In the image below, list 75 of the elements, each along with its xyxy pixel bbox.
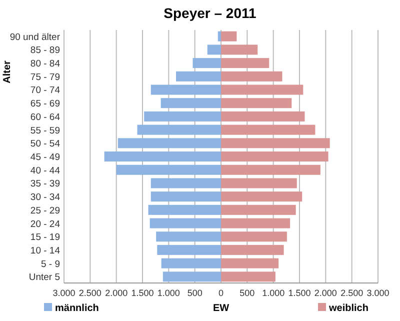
y-tick-label: 40 - 44	[30, 165, 60, 176]
y-tick-label: 70 - 74	[30, 85, 60, 96]
bar	[137, 124, 221, 135]
bar	[150, 192, 221, 202]
bar	[221, 192, 302, 202]
x-tick-label: 3.000	[52, 288, 76, 298]
x-tick-label: 2.500	[340, 288, 364, 298]
bar	[221, 232, 287, 242]
bar	[221, 151, 328, 162]
bar	[221, 84, 304, 95]
y-tick-label: 10 - 14	[30, 245, 60, 256]
bar	[192, 58, 221, 68]
bar	[221, 111, 305, 122]
y-tick-label: 45 - 49	[30, 152, 60, 163]
bar	[221, 124, 316, 135]
y-tick-label: 15 - 19	[30, 232, 60, 244]
bar	[221, 44, 258, 55]
x-tick-label: 3.000	[366, 288, 390, 298]
bar	[218, 31, 221, 42]
y-tick-label: 20 - 24	[30, 218, 60, 230]
bar	[150, 218, 221, 228]
x-tick-label: 2.500	[78, 288, 102, 298]
y-axis-title: Alter	[2, 60, 13, 84]
bar	[221, 244, 284, 255]
bar	[221, 58, 270, 68]
bar	[221, 218, 290, 228]
y-tick-label: 25 - 29	[30, 205, 60, 216]
bar	[221, 164, 320, 175]
y-tick-label: 80 - 84	[30, 58, 60, 70]
legend-label: weiblich	[328, 303, 368, 314]
bar	[150, 178, 221, 188]
bar	[144, 111, 221, 122]
y-tick-label: 90 und älter	[10, 32, 60, 43]
bar	[148, 204, 221, 215]
bar	[207, 44, 221, 55]
y-tick-label: 35 - 39	[30, 178, 60, 190]
bar	[150, 84, 221, 95]
y-tick-label: 55 - 59	[30, 125, 60, 136]
legend-label: männlich	[55, 303, 99, 314]
bar	[156, 232, 221, 242]
bar	[221, 204, 296, 215]
bar	[160, 98, 221, 108]
bar	[118, 138, 221, 148]
chart-title: Speyer – 2011	[164, 5, 257, 21]
bar	[221, 178, 297, 188]
y-tick-label: 50 - 54	[30, 138, 60, 150]
bar	[221, 71, 282, 82]
bar	[221, 98, 292, 108]
y-tick-label: 75 - 79	[30, 72, 60, 83]
y-tick-label: 65 - 69	[30, 98, 60, 110]
x-tick-label: 1.000	[157, 288, 180, 298]
bar	[221, 31, 237, 42]
x-tick-label: 500	[187, 288, 202, 298]
bar	[104, 151, 221, 162]
y-tick-label: 85 - 89	[30, 45, 60, 56]
x-tick-label: 2.000	[314, 288, 337, 298]
x-tick-label: 1.000	[262, 288, 285, 298]
bar	[157, 244, 221, 255]
x-tick-label: 1.500	[131, 288, 154, 298]
bar	[221, 272, 276, 282]
bar	[162, 272, 221, 282]
bar	[116, 164, 221, 175]
bar	[221, 258, 279, 268]
bar	[176, 71, 221, 82]
y-tick-label: Unter 5	[28, 272, 60, 284]
x-tick-label: 500	[240, 288, 255, 298]
x-tick-label: 2.000	[105, 288, 128, 298]
x-axis-title: EW	[212, 303, 230, 314]
y-tick-label: 30 - 34	[30, 192, 60, 204]
y-tick-label: 5 - 9	[40, 258, 60, 270]
x-tick-label: 0	[218, 288, 224, 298]
bar	[221, 138, 330, 148]
y-tick-label: 60 - 64	[30, 112, 60, 123]
x-tick-label: 1.500	[288, 288, 311, 298]
bar	[161, 258, 221, 268]
